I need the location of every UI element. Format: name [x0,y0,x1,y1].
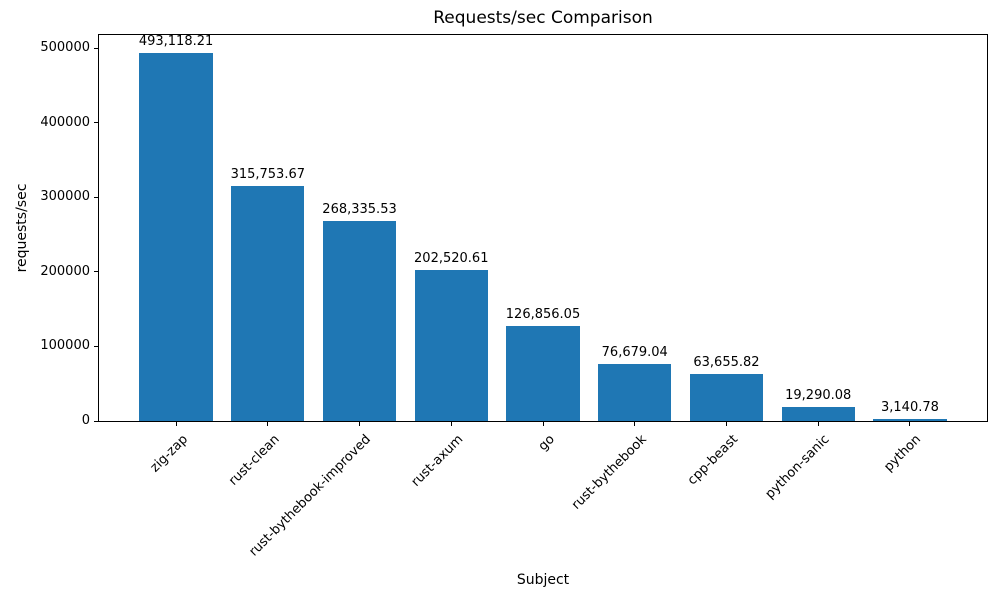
y-tick [94,420,98,422]
bar-python-sanic [781,406,855,421]
x-tick [175,422,177,426]
bar-value-label: 493,118.21 [138,34,214,50]
x-tick [634,422,636,426]
bar-value-label: 126,856.05 [505,307,581,323]
bar-value-label: 63,655.82 [693,354,760,370]
y-tick-label: 500000 [40,40,90,56]
x-tick-label: rust-axum [408,432,466,490]
x-tick [267,422,269,426]
bar-zig-zap [139,53,213,421]
x-tick [450,422,452,426]
x-tick [725,422,727,426]
x-tick [909,422,911,426]
y-tick [94,345,98,347]
bar-rust-bythebook-improved [322,220,397,421]
x-tick-label: cpp-beast [684,432,742,489]
bar-cpp-beast [689,373,764,421]
plot-area [98,34,988,422]
bar-value-label: 3,140.78 [880,399,939,415]
x-tick-label: go [535,432,558,455]
x-tick-label: rust-clean [225,432,283,489]
bar-value-label: 76,679.04 [601,344,668,360]
bar-value-label: 268,335.53 [322,201,397,217]
bar-go [506,326,580,421]
bar-value-label: 202,520.61 [414,251,489,267]
x-tick [359,422,361,426]
bar-value-label: 19,290.08 [785,387,852,403]
bar-rust-clean [231,185,305,421]
y-tick-label: 200000 [40,263,90,279]
x-tick-label: zig-zap [147,432,191,476]
chart-title: Requests/sec Comparison [433,8,653,28]
y-tick [94,122,98,124]
y-tick [94,271,98,273]
x-tick-label: python-sanic [762,432,833,502]
bar-rust-bythebook [598,363,672,421]
x-axis-label: Subject [516,572,570,588]
x-tick-label: rust-bythebook [568,432,650,513]
x-tick [817,422,819,426]
x-tick-label: python [881,432,925,475]
bar-value-label: 315,753.67 [230,166,305,182]
y-tick-label: 100000 [40,338,90,354]
bar-rust-axum [414,270,488,421]
y-tick-label: 400000 [40,114,90,130]
y-tick-label: 0 [81,413,90,428]
y-tick-label: 300000 [40,189,90,205]
bar-python [873,418,947,421]
y-tick [94,47,98,49]
y-tick [94,196,98,198]
x-tick [542,422,544,426]
